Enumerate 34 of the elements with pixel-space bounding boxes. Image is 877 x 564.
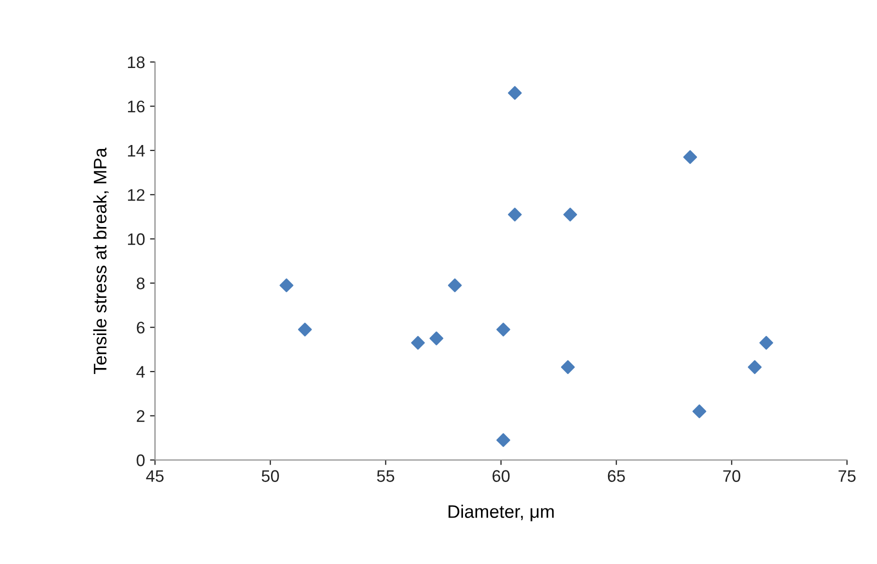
point bbox=[411, 336, 425, 350]
x-tick-label: 65 bbox=[608, 470, 625, 482]
point bbox=[508, 86, 522, 100]
y-tick-label: 2 bbox=[136, 410, 144, 422]
y-tick-label: 14 bbox=[128, 145, 145, 156]
y-axis-title: Tensile stress at break, MPa bbox=[93, 148, 109, 374]
x-tick-label: 75 bbox=[838, 470, 856, 482]
point bbox=[448, 278, 462, 292]
point bbox=[560, 360, 575, 374]
point bbox=[683, 150, 698, 164]
point bbox=[430, 331, 444, 346]
x-tick-label: 60 bbox=[492, 470, 510, 482]
x-tick-label: 70 bbox=[723, 470, 740, 482]
y-tick-label: 16 bbox=[128, 100, 145, 112]
y-tick-label: 0 bbox=[136, 454, 145, 466]
x-tick-label: 55 bbox=[377, 470, 394, 482]
y-tick-label: 8 bbox=[136, 278, 145, 290]
y-tick-label: 6 bbox=[136, 322, 145, 334]
point bbox=[298, 322, 312, 336]
point bbox=[748, 360, 762, 374]
point bbox=[496, 322, 510, 336]
x-axis-title: Diameter, μm bbox=[448, 504, 554, 522]
y-tick-label: 12 bbox=[128, 189, 144, 201]
y-tick-label: 4 bbox=[136, 366, 145, 378]
point bbox=[692, 404, 706, 418]
point bbox=[563, 208, 578, 222]
point bbox=[508, 208, 522, 222]
point bbox=[759, 336, 774, 350]
x-tick-label: 45 bbox=[146, 470, 164, 482]
point bbox=[280, 278, 294, 292]
y-tick-label: 18 bbox=[128, 56, 145, 68]
point bbox=[496, 433, 510, 448]
x-tick-label: 50 bbox=[262, 470, 279, 482]
y-tick-label: 10 bbox=[128, 233, 145, 246]
